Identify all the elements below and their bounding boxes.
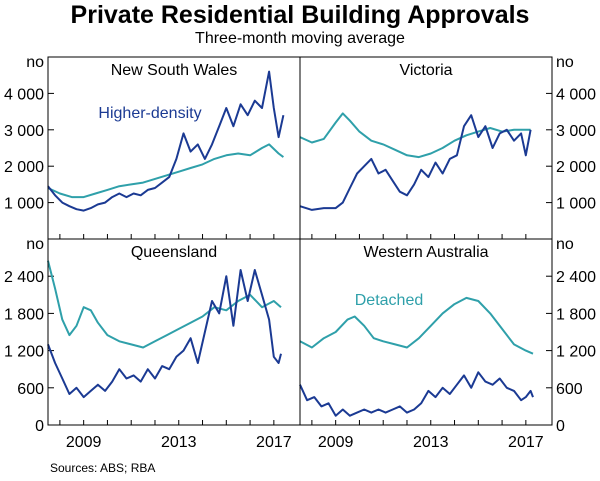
x-tick-label: 2013 [413, 434, 449, 451]
y-tick-label: 0 [556, 418, 565, 435]
x-tick-label: 2009 [318, 434, 354, 451]
y-tick-label: 2 400 [556, 269, 596, 286]
y-tick-label: 4 000 [4, 86, 44, 103]
x-tick-label: 2017 [508, 434, 544, 451]
series-annotation: Higher-density [98, 105, 201, 122]
panel-title: Western Australia [363, 244, 488, 261]
x-tick-label: 2017 [256, 434, 292, 451]
series-line-higher-density [299, 371, 534, 417]
y-tick-label: 600 [17, 381, 44, 398]
y-unit-label: no [556, 236, 574, 253]
y-tick-label: 1 200 [4, 344, 44, 361]
y-tick-label: 1 000 [4, 196, 44, 213]
x-tick-label: 2013 [161, 434, 197, 451]
y-unit-label: no [26, 236, 44, 253]
y-tick-label: 4 000 [556, 86, 596, 103]
series-line-detached [47, 143, 284, 199]
series-annotation: Detached [355, 292, 424, 309]
y-tick-label: 2 000 [556, 159, 596, 176]
y-tick-label: 0 [35, 418, 44, 435]
y-tick-label: 3 000 [4, 123, 44, 140]
y-tick-label: 1 200 [556, 344, 596, 361]
series-line-detached [47, 260, 282, 349]
y-tick-label: 600 [556, 381, 583, 398]
series-line-higher-density [47, 70, 285, 212]
series-line-higher-density [47, 269, 282, 399]
y-tick-label: 1 800 [4, 306, 44, 323]
y-tick-label: 1 000 [556, 196, 596, 213]
chart-subtitle: Three-month moving average [195, 30, 405, 47]
chart-title: Private Residential Building Approvals [70, 1, 530, 29]
source-note: Sources: ABS; RBA [50, 461, 156, 475]
panel-title: New South Wales [111, 62, 238, 79]
y-tick-label: 2 400 [4, 269, 44, 286]
series-line-detached [299, 112, 531, 159]
y-tick-label: 3 000 [556, 123, 596, 140]
x-tick-label: 2009 [66, 434, 102, 451]
panel-title: Victoria [399, 62, 452, 79]
y-unit-label: no [26, 54, 44, 71]
y-unit-label: no [556, 54, 574, 71]
series-line-higher-density [299, 114, 532, 211]
series-line-detached [299, 296, 534, 355]
y-tick-label: 2 000 [4, 159, 44, 176]
panel-title: Queensland [131, 244, 217, 261]
y-tick-label: 1 800 [556, 306, 596, 323]
